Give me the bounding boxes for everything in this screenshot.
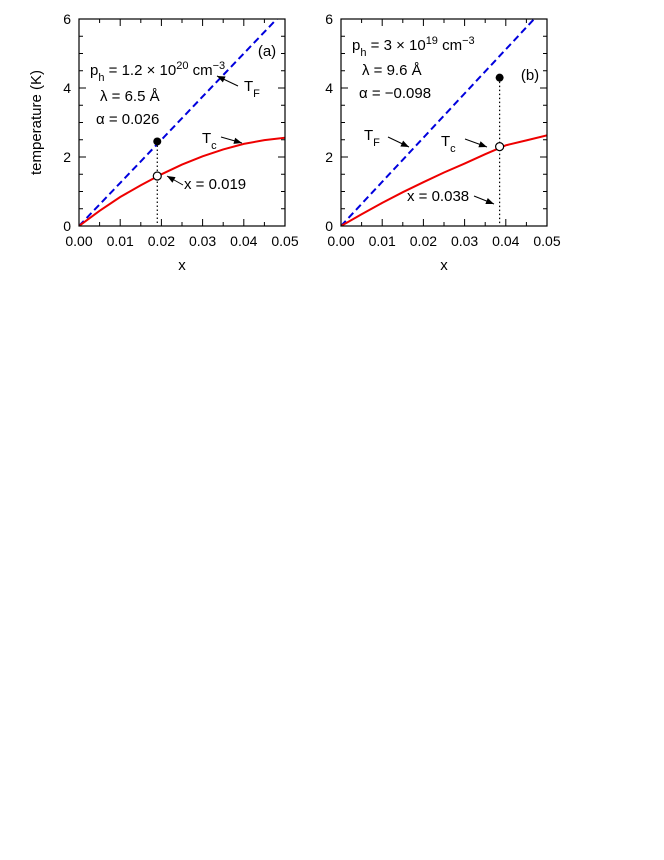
filled-point	[153, 137, 162, 146]
x-value-annotation: x = 0.038	[407, 188, 469, 205]
x-tick-label: 0.04	[492, 233, 519, 249]
x-tick-label: 0.04	[230, 233, 257, 249]
tc-label: Tc	[202, 130, 217, 152]
x-axis-label: x	[440, 257, 448, 274]
lambda-annotation: λ = 6.5 Å	[100, 88, 160, 105]
plot-frame	[78, 18, 286, 227]
ph-eq: = 1.2 × 10	[104, 62, 176, 79]
x-tick-label: 0.00	[327, 233, 354, 249]
x-tick-label: 0.02	[410, 233, 437, 249]
y-tick-label: 6	[63, 11, 71, 27]
y-tick-label: 0	[325, 218, 333, 234]
ph-annotation: ph = 3 × 1019 cm−3	[352, 35, 475, 59]
ph-sup: 19	[426, 35, 438, 47]
series-line-tf	[79, 19, 279, 226]
ph-unit-sup: −3	[462, 35, 475, 47]
series-line-tc	[79, 136, 285, 226]
tc-label-sub: c	[211, 140, 217, 152]
tf-label-main: T	[364, 127, 373, 144]
ph-sub: h	[360, 47, 366, 59]
tc-label-main: T	[202, 130, 211, 147]
y-tick-label: 0	[63, 218, 71, 234]
x-tick-label: 0.03	[189, 233, 216, 249]
y-tick-label: 2	[63, 149, 71, 165]
tf-label: TF	[244, 78, 260, 100]
tf-label-sub: F	[373, 137, 380, 149]
x-tick-label: 0.02	[148, 233, 175, 249]
tf-arrow-head	[217, 76, 226, 83]
ph-annotation: ph = 1.2 × 1020 cm−3	[90, 60, 225, 84]
ph-sup: 20	[176, 60, 188, 72]
tc-arrow-head	[478, 141, 487, 148]
x-tick-label: 0.00	[65, 233, 92, 249]
ph-p: p	[352, 37, 360, 54]
tc-label-main: T	[441, 133, 450, 150]
tc-arrow-head	[233, 137, 242, 144]
ph-unit: cm	[438, 37, 462, 54]
ph-eq: = 3 × 10	[366, 37, 425, 54]
alpha-annotation: α = −0.098	[359, 85, 431, 102]
tf-arrow-head	[400, 140, 409, 147]
lambda-annotation: λ = 9.6 Å	[362, 62, 422, 79]
y-tick-label: 4	[63, 80, 71, 96]
y-tick-label: 4	[325, 80, 333, 96]
x-tick-label: 0.05	[533, 233, 560, 249]
x-tick-label: 0.01	[369, 233, 396, 249]
tf-label: TF	[364, 127, 380, 149]
panel-tag: (a)	[258, 43, 276, 60]
open-point	[152, 171, 162, 181]
alpha-annotation: α = 0.026	[96, 111, 159, 128]
y-axis-label: temperature (K)	[28, 70, 45, 175]
ph-sub: h	[98, 72, 104, 84]
x-tick-label: 0.03	[451, 233, 478, 249]
series-line-tc	[341, 134, 547, 226]
series-group	[79, 19, 285, 226]
tf-label-sub: F	[253, 88, 260, 100]
tc-label-sub: c	[450, 143, 456, 155]
ph-unit-sup: −3	[213, 60, 226, 72]
x-value-annotation: x = 0.019	[184, 176, 246, 193]
y-tick-label: 6	[325, 11, 333, 27]
series-line-tf	[341, 19, 536, 226]
chart-panel-a: 0.00 0.01 0.02 0.03 0.04 0.05 0 2 4 6 x temperature…	[28, 11, 299, 274]
chart-panel-b: 0.00 0.01 0.02 0.03 0.04 0.05 0 2 4 6 x ph = 3 × 10…	[325, 11, 561, 274]
x-value-arrow-head	[485, 198, 494, 204]
plot-frame	[340, 18, 548, 227]
x-axis-label: x	[178, 257, 186, 274]
tc-label: Tc	[441, 133, 456, 155]
ph-unit: cm	[188, 62, 212, 79]
x-tick-label: 0.01	[107, 233, 134, 249]
x-value-arrow-head	[167, 176, 176, 183]
ph-p: p	[90, 62, 98, 79]
y-tick-label: 2	[325, 149, 333, 165]
open-point	[495, 142, 505, 152]
panel-tag: (b)	[521, 67, 539, 84]
filled-point	[495, 73, 504, 82]
series-group	[341, 19, 547, 226]
tf-label-main: T	[244, 78, 253, 95]
x-tick-label: 0.05	[271, 233, 298, 249]
